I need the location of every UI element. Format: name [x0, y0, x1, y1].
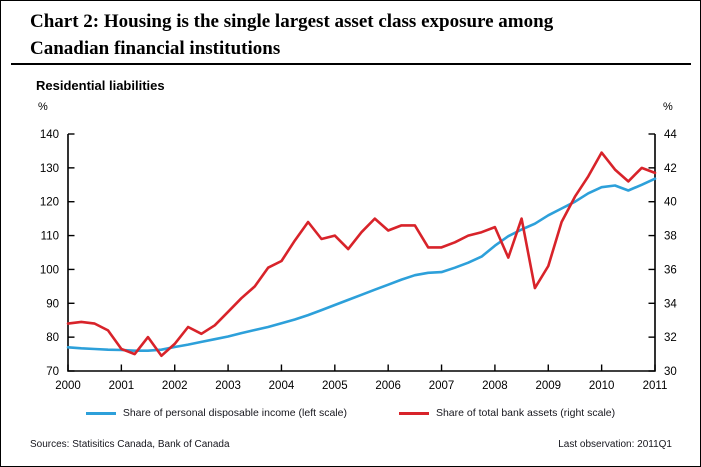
chart-title-line1: Chart 2: Housing is the single largest a…: [30, 11, 554, 32]
panel-title: Residential liabilities: [36, 78, 165, 93]
title-divider: [11, 63, 691, 65]
axes-frame: [67, 134, 656, 372]
right-axis-tick-label: 38: [664, 231, 677, 243]
right-axis-unit-label: %: [663, 101, 673, 113]
x-axis-tick-label: 2008: [482, 380, 508, 392]
x-axis-tick-label: 2004: [269, 380, 295, 392]
x-axis-tick-label: 2001: [109, 380, 135, 392]
right-axis-tick-label: 36: [664, 264, 677, 276]
chart-title-line2: Canadian financial institutions: [30, 38, 281, 59]
x-axis-tick-label: 2000: [55, 380, 81, 392]
left-axis-tick-label: 140: [40, 129, 59, 141]
legend: Share of personal disposable income (lef…: [1, 407, 700, 419]
left-axis-unit-label: %: [38, 101, 48, 113]
legend-item-bank-assets: Share of total bank assets (right scale): [398, 407, 616, 419]
left-axis-tick-label: 100: [40, 264, 59, 276]
series-line-disposable-income: [66, 177, 657, 353]
right-axis-tick-label: 40: [664, 197, 677, 209]
red-line-swatch-icon: [398, 411, 429, 415]
right-axis-tick-label: 44: [664, 129, 677, 141]
x-axis-tick-label: 2011: [643, 380, 668, 392]
right-axis-tick-label: 34: [664, 298, 677, 310]
x-axis-tick-label: 2005: [322, 380, 348, 392]
chart-title: Chart 2: Housing is the single largest a…: [30, 8, 692, 62]
series-line-bank-assets: [66, 151, 657, 358]
last-observation-note: Last observation: 2011Q1: [558, 439, 672, 450]
left-axis-tick-label: 110: [41, 231, 59, 243]
left-axis-tick-label: 130: [40, 163, 59, 175]
x-axis-tick-label: 2006: [375, 380, 401, 392]
sources-note: Sources: Statisitics Canada, Bank of Can…: [30, 439, 230, 450]
left-axis-tick-label: 70: [46, 366, 59, 378]
left-axis-tick-label: 120: [40, 197, 59, 209]
left-axis-tick-label: 80: [46, 332, 59, 344]
right-axis-tick-label: 42: [664, 163, 677, 175]
right-axis-tick-label: 32: [664, 332, 677, 344]
left-axis-tick-label: 90: [46, 298, 59, 310]
blue-line-swatch-icon: [85, 411, 116, 415]
x-axis-tick-label: 2002: [162, 380, 188, 392]
x-axis-tick-label: 2003: [215, 380, 241, 392]
right-axis-tick-label: 30: [664, 366, 677, 378]
x-axis-tick-label: 2009: [535, 380, 561, 392]
legend-item-disposable-income: Share of personal disposable income (lef…: [85, 407, 347, 419]
legend-label-bank-assets: Share of total bank assets (right scale): [435, 407, 616, 419]
x-axis-tick-label: 2010: [589, 380, 615, 392]
x-axis-tick-label: 2007: [429, 380, 455, 392]
legend-label-disposable-income: Share of personal disposable income (lef…: [122, 407, 347, 419]
